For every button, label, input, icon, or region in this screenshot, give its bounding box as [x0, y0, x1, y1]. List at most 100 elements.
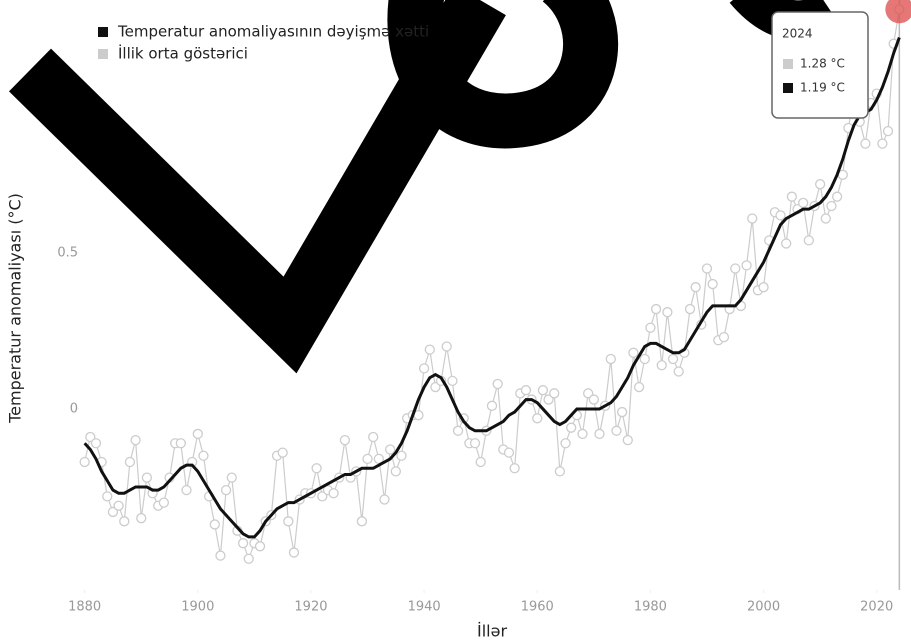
x-tick-label: 1940 — [408, 600, 441, 615]
data-point — [628, 347, 639, 358]
data-point — [418, 363, 430, 374]
data-point — [492, 378, 503, 390]
data-point — [368, 431, 379, 443]
data-point — [277, 447, 288, 458]
data-point — [826, 200, 837, 212]
data-point — [475, 456, 486, 468]
highlight-point — [885, 0, 911, 24]
data-point — [85, 431, 96, 443]
data-point — [175, 438, 186, 449]
data-point — [237, 538, 249, 549]
data-point — [243, 553, 254, 564]
data-point — [645, 322, 656, 333]
data-point — [124, 456, 136, 468]
y-axis-label: Temperatur anomaliyası (°C) — [6, 193, 25, 424]
data-point — [639, 353, 650, 365]
data-point — [741, 260, 752, 271]
data-point — [605, 353, 616, 365]
legend: Temperatur anomaliyasının dəyişmə xətti İ… — [98, 23, 429, 63]
data-point — [430, 381, 441, 393]
data-point — [747, 213, 758, 224]
data-point — [113, 500, 124, 511]
data-point — [820, 213, 831, 224]
data-point — [633, 381, 645, 393]
data-point — [667, 353, 679, 365]
data-point — [209, 519, 220, 530]
data-point — [781, 238, 792, 249]
legend-swatch — [98, 27, 108, 37]
data-point — [622, 435, 633, 446]
data-point — [469, 438, 481, 449]
data-point — [560, 438, 571, 449]
data-point — [226, 472, 237, 483]
legend-label: İllik orta göstərici — [118, 44, 248, 63]
data-point — [730, 263, 741, 274]
data-point — [549, 388, 560, 399]
data-point — [503, 447, 515, 458]
data-point — [424, 344, 435, 355]
data-point — [758, 282, 769, 293]
x-tick-label: 2020 — [860, 600, 893, 615]
data-point — [447, 375, 458, 386]
data-point — [136, 513, 147, 524]
data-point — [317, 491, 328, 502]
data-point — [882, 125, 894, 137]
data-point — [718, 331, 730, 343]
data-point — [452, 425, 464, 436]
data-point — [684, 303, 696, 315]
data-point — [662, 307, 673, 318]
data-point — [566, 422, 577, 433]
data-point — [486, 400, 498, 411]
data-point — [577, 428, 588, 440]
data-point — [181, 484, 192, 496]
data-point — [339, 435, 351, 446]
data-point — [107, 506, 119, 518]
tooltip-swatch — [783, 59, 793, 69]
data-point — [254, 541, 266, 552]
data-point — [537, 385, 549, 396]
x-axis-label: İllər — [477, 622, 507, 641]
legend-swatch — [98, 49, 108, 59]
data-point — [79, 456, 90, 468]
data-point — [220, 484, 232, 496]
x-tick-label: 2000 — [747, 600, 780, 615]
data-point — [543, 394, 554, 405]
data-point — [441, 341, 452, 352]
data-point — [583, 388, 594, 399]
data-point — [509, 463, 520, 474]
x-tick-label: 1900 — [181, 600, 214, 615]
data-point — [288, 547, 300, 558]
data-point — [588, 394, 599, 405]
tooltip-value: 1.19 °C — [800, 81, 845, 95]
data-point — [798, 197, 809, 209]
data-point — [198, 450, 209, 461]
data-point — [141, 472, 153, 483]
data-point — [192, 428, 203, 440]
data-point — [554, 466, 566, 477]
data-point — [650, 303, 662, 315]
data-point — [328, 488, 339, 499]
data-point — [877, 138, 888, 149]
data-point — [707, 278, 718, 290]
data-point — [803, 235, 814, 246]
data-point — [396, 450, 407, 461]
data-point — [860, 138, 871, 149]
y-tick-label: 0.5 — [57, 245, 78, 260]
x-tick-label: 1960 — [521, 600, 554, 615]
data-point — [379, 494, 390, 505]
y-tick-label: 0 — [70, 401, 78, 416]
series-line — [83, 36, 901, 539]
data-point — [786, 191, 797, 202]
tooltip-box — [771, 11, 869, 119]
data-point — [356, 516, 368, 527]
data-point — [701, 263, 713, 274]
data-point — [775, 210, 786, 221]
tooltip: 2024 1.28 °C 1.19 °C — [771, 11, 869, 119]
data-point — [390, 466, 401, 477]
data-point — [373, 453, 384, 465]
x-tick-label: 1980 — [634, 600, 667, 615]
tooltip-title: 2024 — [782, 27, 813, 41]
x-tick-label: 1880 — [68, 600, 101, 615]
